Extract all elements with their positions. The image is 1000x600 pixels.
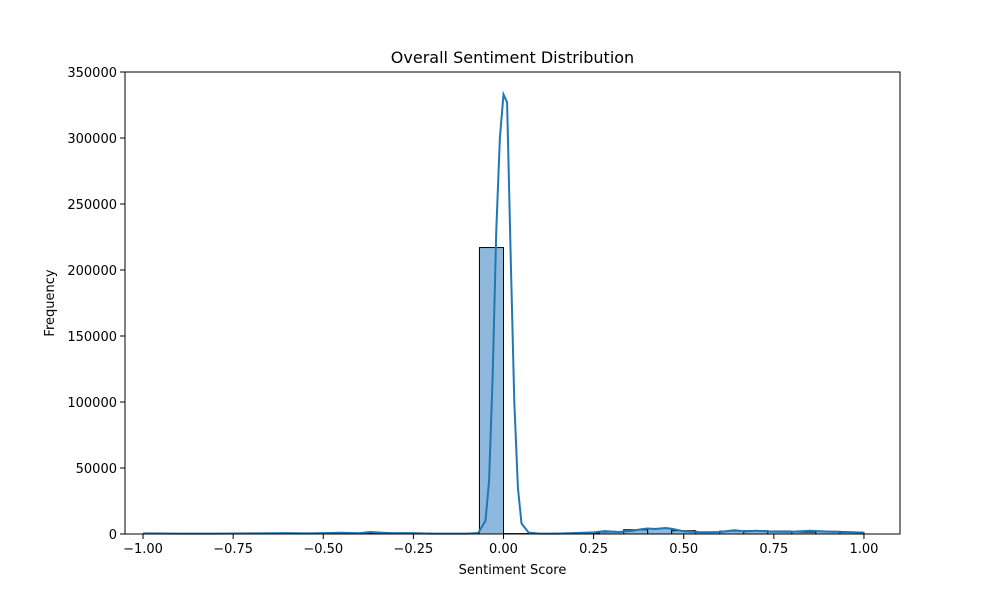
chart-title: Overall Sentiment Distribution (391, 48, 634, 67)
x-tick-label: 0.50 (669, 542, 698, 557)
y-tick-label: 350000 (67, 66, 117, 81)
histogram-bars (142, 247, 865, 535)
x-tick-label: 0.00 (489, 542, 518, 557)
y-tick-label: 200000 (67, 264, 117, 279)
x-tick-label: 1.00 (849, 542, 878, 557)
kde-curve (143, 90, 864, 535)
y-tick-label: 150000 (67, 330, 117, 345)
y-tick-label: 300000 (67, 132, 117, 147)
y-tick-label: 100000 (67, 396, 117, 411)
x-tick-label: 0.75 (759, 542, 788, 557)
x-axis-ticks: −1.00 −0.75 −0.50 −0.25 0.00 0.25 0.50 0.75 1.00 (123, 534, 878, 557)
x-tick-label: −0.75 (213, 542, 253, 557)
x-tick-label: −0.25 (393, 542, 433, 557)
plot-area-frame (124, 71, 901, 535)
y-tick-label: 0 (109, 528, 117, 543)
x-axis-label: Sentiment Score (459, 563, 567, 578)
y-axis-ticks: 0 50000 100000 150000 200000 250000 300000 3500… (67, 66, 125, 543)
x-tick-label: 0.25 (579, 542, 608, 557)
x-tick-label: −0.50 (303, 542, 343, 557)
y-axis-label: Frequency (43, 269, 58, 336)
y-tick-label: 50000 (76, 462, 117, 477)
x-tick-label: −1.00 (123, 542, 163, 557)
y-tick-label: 250000 (67, 198, 117, 213)
